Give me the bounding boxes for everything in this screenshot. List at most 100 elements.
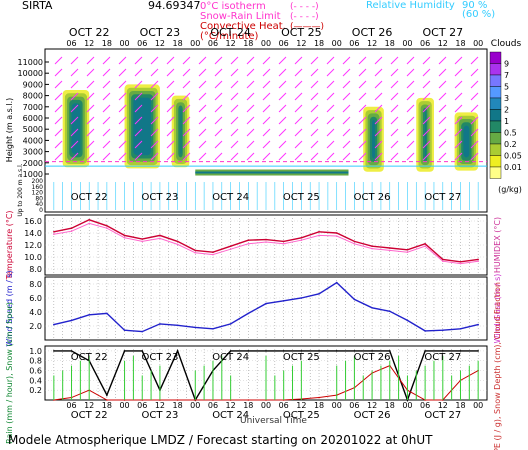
bottom-hour-label: 06 [349, 401, 359, 410]
wind-arrow [310, 140, 319, 149]
legend-left-symbol: (———) [290, 22, 324, 32]
data-point [159, 234, 161, 237]
y-tick-label: 4.0 [29, 308, 42, 317]
wind-arrow [118, 152, 127, 161]
wind-arrow [246, 128, 255, 137]
colorbar-swatch [489, 74, 502, 87]
wind-arrow [230, 104, 239, 113]
day-label: OCT 25 [281, 26, 322, 39]
wind-arrow [230, 140, 239, 149]
wind-arrow [342, 92, 351, 101]
wind-arrow [102, 128, 111, 137]
wind-arrow [422, 128, 431, 137]
data-point [371, 245, 373, 247]
data-point [265, 350, 267, 352]
hour-label: 12 [296, 39, 306, 48]
wind-arrow [310, 116, 319, 125]
bottom-day-label: OCT 26 [354, 410, 391, 421]
wind-arrow [294, 80, 303, 89]
wind-arrow [134, 104, 143, 113]
data-point [318, 350, 320, 352]
wind-panel-frame [44, 276, 488, 341]
hour-label: 00 [261, 39, 271, 48]
data-point [141, 330, 144, 333]
day-label: OCT 26 [354, 352, 391, 363]
y-tick-label: 6.0 [29, 294, 42, 303]
wind-arrow [102, 80, 111, 89]
y-tick-label: 9000 [23, 80, 43, 89]
wind-arrow [262, 80, 271, 89]
y-axis-title: Height (m a.s.l.) [5, 98, 14, 163]
bottom-hour-label: 06 [208, 401, 218, 410]
data-point [282, 240, 285, 243]
cloud-block [425, 111, 427, 159]
cloud-block [372, 120, 376, 159]
data-point [406, 319, 409, 322]
data-point [176, 350, 179, 352]
bottom-hour-label: 12 [438, 401, 448, 410]
data-point [335, 232, 338, 234]
wind-arrow [278, 140, 287, 149]
wind-arrow [342, 80, 351, 89]
hour-label: 06 [137, 39, 147, 48]
legend-left-label: (°C/minute) [200, 31, 259, 42]
data-point [247, 350, 250, 352]
data-point [212, 253, 214, 256]
data-point [70, 350, 73, 352]
wind-arrow [406, 128, 415, 137]
hour-label: 12 [155, 39, 165, 48]
day-label: OCT 27 [424, 192, 461, 203]
bottom-hour-label: 12 [226, 401, 236, 410]
wind-arrow [422, 68, 431, 77]
footer-title: Modele Atmospherique LMDZ / Forecast sta… [8, 433, 433, 447]
day-label: OCT 23 [141, 352, 178, 363]
hour-label: 12 [367, 39, 377, 48]
hour-label: 00 [402, 39, 412, 48]
low-cloud-core [195, 171, 349, 174]
y-axis-title: Wind Speed (m / s) [5, 270, 14, 346]
wind-arrow [230, 116, 239, 125]
wind-arrow [86, 80, 95, 89]
wind-arrow [214, 80, 223, 89]
wind-arrow [198, 140, 207, 149]
bottom-hour-label: 18 [314, 401, 324, 410]
data-point [106, 225, 108, 227]
hour-label: 12 [84, 39, 94, 48]
wind-arrow [246, 152, 255, 161]
data-point [388, 247, 391, 249]
hour-label: 18 [314, 39, 324, 48]
bottom-hour-label: 00 [190, 401, 200, 410]
data-point [265, 238, 267, 241]
wind-arrow [454, 56, 463, 65]
bottom-hour-label: 06 [420, 401, 430, 410]
colorbar-level-label: 2 [504, 106, 509, 115]
hour-label: 18 [385, 39, 395, 48]
wind-arrow [118, 140, 127, 149]
site-name: SIRTA [22, 0, 53, 12]
wind-arrow [262, 104, 271, 113]
data-point [318, 396, 320, 399]
wind-arrow [214, 140, 223, 149]
wind-arrow [310, 92, 319, 101]
wind-arrow [406, 80, 415, 89]
wind-arrow [470, 128, 479, 137]
wind-arrow [454, 92, 463, 101]
wind-arrow [150, 140, 159, 149]
data-point [141, 238, 144, 240]
y-tick-label: 1.0 [29, 347, 42, 356]
cloud-block [463, 125, 470, 158]
data-point [353, 240, 356, 243]
wind-arrow [182, 56, 191, 65]
hour-label: 06 [420, 39, 430, 48]
data-point [265, 302, 267, 305]
wind-arrow [294, 116, 303, 125]
wind-arrow [294, 140, 303, 149]
wind-arrow [390, 128, 399, 137]
data-point [388, 249, 391, 252]
wind-arrow [134, 92, 143, 101]
wind-arrow [70, 128, 79, 137]
wind-arrow [358, 128, 367, 137]
wind-arrow [470, 152, 479, 161]
data-point [194, 326, 197, 329]
wind-arrow [326, 104, 335, 113]
